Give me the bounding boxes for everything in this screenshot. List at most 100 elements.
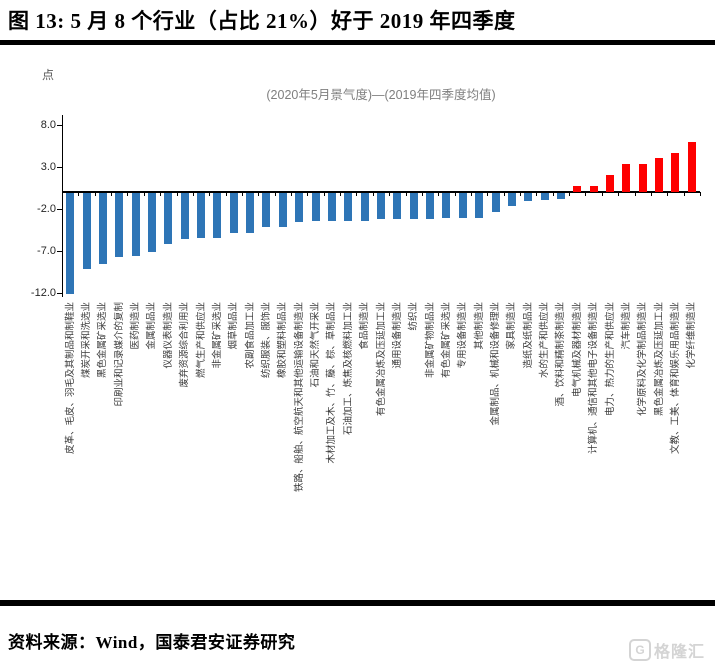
x-tick xyxy=(94,192,96,196)
x-tick xyxy=(421,192,423,196)
gelonghui-logo-icon: G xyxy=(628,639,651,661)
bar xyxy=(638,164,647,192)
bar xyxy=(180,193,189,240)
x-tick xyxy=(470,192,472,196)
bar xyxy=(278,193,287,228)
x-category-label: 医药制造业 xyxy=(130,302,142,350)
bar xyxy=(66,193,75,294)
x-category-label: 通用设备制造业 xyxy=(391,302,403,369)
x-category-label: 仪器仪表制造业 xyxy=(162,302,174,369)
x-category-label: 汽车制造业 xyxy=(620,302,632,350)
x-tick xyxy=(258,192,260,196)
x-category-label: 食品制造业 xyxy=(359,302,371,350)
x-category-label: 计算机、通信和其他电子设备制造业 xyxy=(588,302,600,455)
bar xyxy=(115,193,124,257)
x-category-label: 金属制品业 xyxy=(146,302,158,350)
y-tick-label: -2.0 xyxy=(37,202,56,215)
x-category-label: 燃气生产和供应业 xyxy=(195,302,207,379)
x-tick xyxy=(569,192,571,196)
x-category-label: 文教、工美、体育和娱乐用品制造业 xyxy=(669,302,681,455)
x-tick xyxy=(405,192,407,196)
bar xyxy=(540,193,549,200)
bar xyxy=(671,152,680,192)
x-tick xyxy=(585,192,587,196)
x-category-label: 有色金属冶炼及压延加工业 xyxy=(375,302,387,417)
x-tick xyxy=(503,192,505,196)
x-tick xyxy=(241,192,243,196)
x-category-label: 酒、饮料和精制茶制造业 xyxy=(555,302,567,407)
x-tick xyxy=(683,192,685,196)
bar xyxy=(622,164,631,192)
x-tick xyxy=(634,192,636,196)
x-category-label: 有色金属矿采选业 xyxy=(440,302,452,379)
bar xyxy=(573,186,582,192)
bar xyxy=(311,193,320,221)
x-tick xyxy=(111,192,113,196)
x-category-label: 金属制品、机械和设备修理业 xyxy=(490,302,501,426)
watermark-label: 格隆汇 xyxy=(653,644,705,661)
chart-subtitle: (2020年5月景气度)—(2019年四季度均值) xyxy=(266,88,496,102)
bar xyxy=(377,193,385,220)
bar xyxy=(589,186,598,192)
bar xyxy=(393,193,402,220)
x-tick xyxy=(274,192,276,196)
bar xyxy=(524,193,533,201)
x-category-label: 铁路、船舶、航空航天和其他运输设备制造业 xyxy=(293,302,305,493)
x-tick xyxy=(650,192,652,196)
x-tick xyxy=(356,192,358,196)
x-tick xyxy=(438,192,440,196)
watermark: G 格隆汇 xyxy=(628,638,705,662)
y-tick xyxy=(57,166,62,168)
x-tick xyxy=(291,192,293,196)
y-tick xyxy=(57,250,62,252)
bar xyxy=(687,141,696,192)
x-category-label: 纺织服装、服饰业 xyxy=(261,302,272,379)
bar xyxy=(458,193,467,219)
bar xyxy=(131,193,140,256)
x-tick xyxy=(143,192,145,196)
x-axis-baseline xyxy=(62,191,700,193)
x-category-label: 印刷业和记录媒介的复制 xyxy=(113,302,125,407)
bar xyxy=(213,193,222,239)
x-tick xyxy=(618,192,620,196)
x-category-label: 化学纤维制造业 xyxy=(686,302,698,369)
x-category-label: 农副食品加工业 xyxy=(244,302,256,369)
bar xyxy=(442,193,451,219)
x-category-label: 其他制造业 xyxy=(473,302,485,350)
y-axis xyxy=(62,115,63,297)
x-tick xyxy=(62,192,63,196)
bar xyxy=(655,158,664,192)
x-category-label: 石油加工、炼焦及核燃料加工业 xyxy=(342,302,354,436)
x-tick xyxy=(700,192,701,196)
bar xyxy=(82,193,91,269)
x-category-label: 废弃资源综合利用业 xyxy=(179,302,191,388)
bar xyxy=(507,193,516,207)
x-tick xyxy=(454,192,456,196)
bar xyxy=(606,175,615,192)
x-category-label: 化学原料及化学制品制造业 xyxy=(637,302,649,417)
x-tick xyxy=(487,192,489,196)
x-tick xyxy=(667,192,669,196)
x-tick xyxy=(323,192,325,196)
x-tick xyxy=(192,192,194,196)
bar xyxy=(98,193,107,264)
bar xyxy=(229,193,238,234)
x-category-label: 石油和天然气开采业 xyxy=(310,302,322,388)
x-category-label: 非金属矿采选业 xyxy=(211,302,223,369)
y-tick-label: 8.0 xyxy=(40,118,56,131)
x-tick xyxy=(127,192,129,196)
x-category-label: 皮革、毛皮、羽毛及其制品和制鞋业 xyxy=(64,302,76,455)
bar xyxy=(327,193,336,221)
x-category-label: 水的生产和供应业 xyxy=(539,302,551,379)
figure-title: 图 13: 5 月 8 个行业（占比 21%）好于 2019 年四季度 xyxy=(8,9,516,33)
x-tick xyxy=(520,192,522,196)
x-category-label: 烟草制品业 xyxy=(228,302,240,350)
title-divider xyxy=(0,40,715,45)
y-tick-label: 3.0 xyxy=(40,160,56,173)
bar xyxy=(360,193,369,221)
x-category-label: 黑色金属冶炼及压延加工业 xyxy=(653,302,665,417)
x-tick xyxy=(552,192,554,196)
bar xyxy=(344,193,353,221)
x-category-label: 电气机械及器材制造业 xyxy=(571,302,583,398)
